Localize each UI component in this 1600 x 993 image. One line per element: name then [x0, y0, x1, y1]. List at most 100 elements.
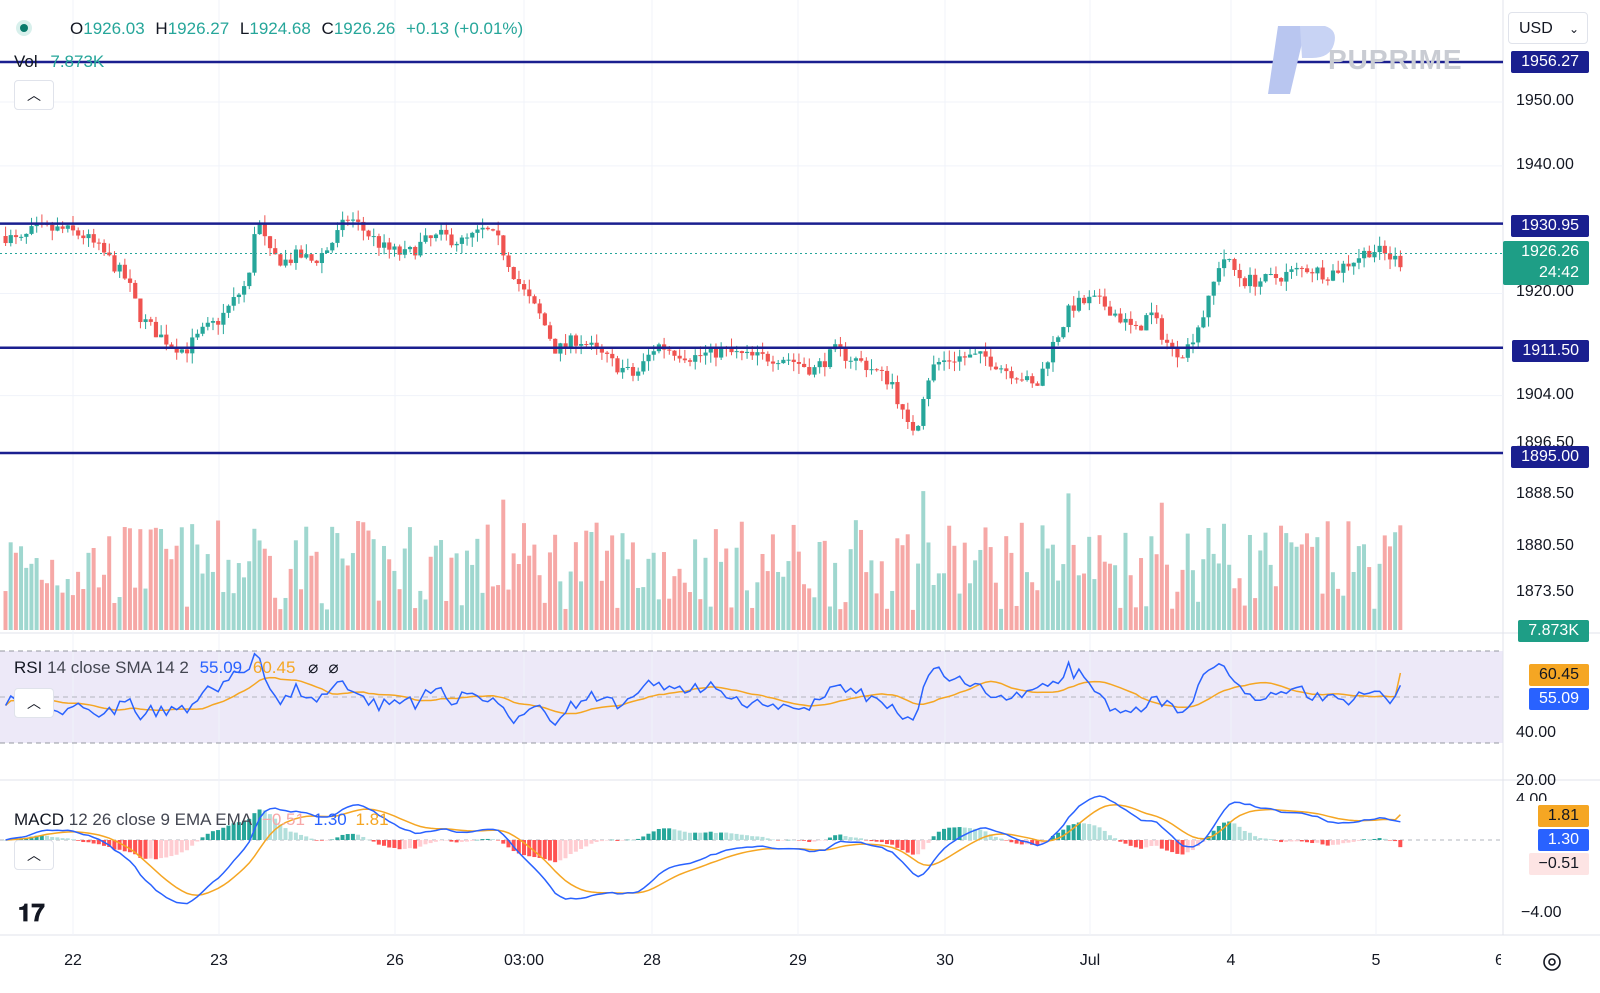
candle-body	[641, 361, 646, 372]
candle-body	[1196, 327, 1201, 343]
candle-body	[257, 224, 262, 235]
volume-bar	[1201, 559, 1206, 630]
rsi-collapse-button[interactable]: ︿	[14, 688, 54, 718]
macd-hist-bar	[1087, 824, 1092, 840]
candle-body	[744, 351, 750, 354]
macd-hist-bar	[107, 840, 112, 847]
volume-bar	[470, 564, 475, 630]
volume-bar	[1253, 598, 1258, 630]
volume-bar	[490, 586, 495, 630]
volume-bar	[376, 600, 381, 630]
volume-bar	[770, 534, 775, 630]
macd-hist-bar	[993, 836, 998, 840]
volume-bar	[993, 582, 998, 630]
macd-hist-bar	[802, 840, 807, 841]
settings-icon[interactable]	[1540, 950, 1564, 974]
candle-body	[169, 344, 174, 347]
macd-hist-bar	[739, 834, 744, 840]
candle-body	[1118, 313, 1123, 323]
volume-bar	[812, 597, 817, 630]
macd-hist-bar	[159, 840, 164, 859]
hide-icon-2[interactable]: ⌀	[328, 658, 339, 677]
volume-bar	[1222, 523, 1227, 630]
macd-hist-bar	[1315, 840, 1320, 843]
macd-hist-bar	[900, 840, 905, 851]
main-collapse-button[interactable]: ︿	[14, 80, 54, 110]
volume-bar	[174, 545, 179, 630]
volume-bar	[216, 520, 221, 630]
candle-body	[397, 246, 402, 255]
volume-bar	[1164, 564, 1169, 630]
candle-body	[231, 297, 236, 306]
volume-bar	[1372, 608, 1377, 630]
rsi-line	[4, 652, 1402, 727]
candle-body	[615, 358, 620, 373]
candle-body	[599, 347, 604, 353]
candle-body	[60, 226, 65, 229]
volume-bar	[1362, 544, 1367, 630]
macd-hist-bar	[50, 836, 55, 840]
volume-bar	[604, 550, 609, 630]
chevron-up-icon: ︿	[27, 87, 41, 103]
macd-hist-bar	[387, 840, 392, 848]
macd-hist-bar	[1284, 840, 1289, 842]
volume-bar	[459, 605, 464, 630]
macd-hist-bar	[3, 840, 8, 841]
volume-bar	[983, 527, 988, 630]
macd-hist-bar	[750, 836, 755, 840]
candle-body	[70, 225, 76, 231]
volume-bar	[610, 535, 615, 630]
volume-bar	[397, 589, 402, 630]
candle-body	[1387, 253, 1393, 260]
macd-hist-bar	[651, 831, 656, 840]
volume-bar	[231, 593, 236, 630]
macd-hist-bar	[843, 836, 848, 840]
candle-body	[1092, 295, 1097, 297]
candle-body	[547, 325, 553, 339]
volume-bar	[776, 571, 781, 630]
volume-bar	[1024, 572, 1029, 630]
volume-bar	[392, 570, 397, 630]
volume-bar	[117, 597, 122, 630]
volume-bar	[236, 563, 241, 630]
macd-hist-bar	[656, 828, 661, 840]
candle-body	[164, 334, 169, 345]
volume-bar	[60, 592, 65, 630]
macd-hist-bar	[60, 838, 65, 840]
candle-body	[770, 361, 776, 364]
macd-hist-bar	[376, 840, 381, 845]
currency-select[interactable]: USD ⌄	[1508, 12, 1588, 44]
candle-body	[449, 234, 454, 246]
candle-body	[765, 353, 770, 362]
macd-hist-bar	[1294, 840, 1299, 842]
rsi-legend-sma: 60.45	[252, 658, 296, 677]
volume-bar	[262, 548, 267, 630]
candle-body	[698, 355, 703, 357]
macd-hist-bar	[382, 840, 387, 846]
volume-bar	[44, 583, 49, 630]
candle-body	[247, 272, 252, 287]
hide-icon[interactable]: ⌀	[308, 658, 319, 677]
candle-body	[195, 333, 200, 338]
candle-body	[496, 230, 501, 236]
macd-collapse-button[interactable]: ︿	[14, 840, 54, 870]
candle-body	[1185, 344, 1190, 358]
volume-bar	[817, 541, 822, 630]
candle-body	[916, 425, 921, 431]
candle-body	[96, 242, 102, 244]
macd-legend: MACD 12 26 close 9 EMA EMA −0.51 1.30 1.…	[14, 810, 389, 829]
candle-body	[884, 370, 890, 385]
candle-body	[29, 226, 34, 234]
volume-bar	[760, 553, 765, 630]
volume-bar	[1315, 537, 1320, 630]
candle-body	[967, 354, 973, 358]
candle-body	[579, 344, 584, 346]
price-tick: 1950.00	[1516, 92, 1574, 109]
close-value: 1926.26	[333, 19, 396, 38]
macd-hist-bar	[267, 814, 272, 840]
last-price-badge: 1926.26 24:42	[1503, 241, 1589, 285]
volume-bar	[672, 576, 677, 630]
candle-body	[148, 319, 153, 322]
macd-value-badge: 1.30	[1537, 829, 1589, 851]
